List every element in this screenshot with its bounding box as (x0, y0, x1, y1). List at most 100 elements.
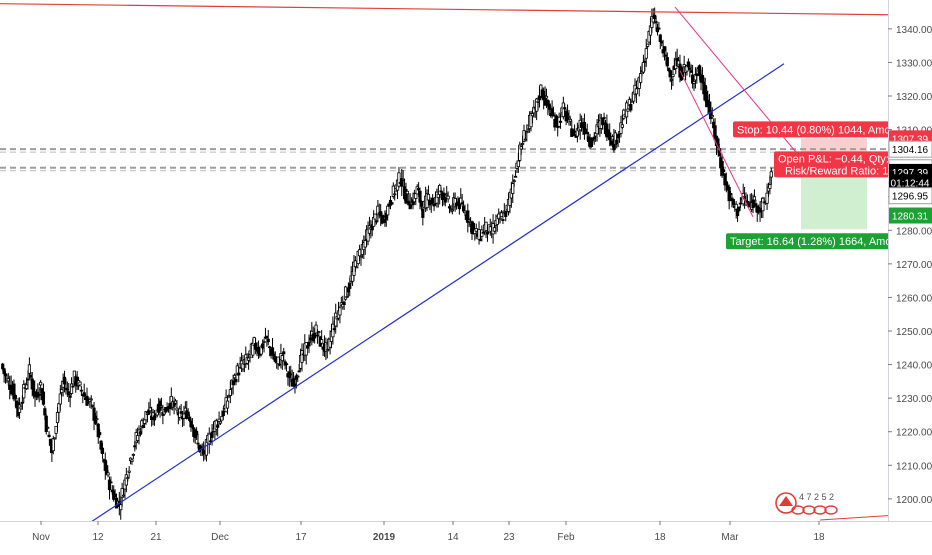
price-tag-label: 1297.39 (892, 168, 929, 179)
candle-body (665, 57, 669, 67)
candle-body (386, 205, 390, 216)
candle-body (13, 394, 17, 400)
time-tick-label: Dec (211, 532, 229, 543)
candle-body (20, 401, 24, 404)
candle-body (639, 73, 643, 83)
candle-body (688, 67, 692, 70)
candle-body (728, 193, 733, 195)
candle-body (530, 113, 535, 117)
candle-body (516, 160, 520, 168)
candle-body (6, 378, 10, 382)
candle-body (186, 411, 190, 416)
candle-body (218, 421, 223, 424)
candle-body (265, 335, 269, 339)
candle-body (745, 200, 750, 204)
candle-body (536, 100, 540, 103)
candle-body (658, 34, 662, 42)
candle-body (567, 115, 571, 118)
price-tag-label: 01:12:44 (891, 178, 930, 189)
pnl-label: Open P&L: −0.44, Qty: 2 (778, 153, 898, 165)
price-tick-label: 1220.00 (896, 428, 932, 439)
candle-body (343, 286, 348, 300)
candle-body (426, 193, 431, 201)
candle-body (481, 231, 485, 234)
time-tick-label: 18 (654, 532, 666, 543)
time-tick-label: 14 (447, 532, 459, 543)
candle-body (332, 328, 336, 331)
candle-body (417, 188, 421, 191)
candle-body (525, 131, 529, 134)
candle-body (373, 213, 377, 220)
candle-body (113, 493, 117, 498)
candle-body (37, 393, 41, 396)
candle-body (89, 398, 93, 401)
candle-body (601, 118, 605, 126)
trend-line (91, 63, 785, 521)
candle-body (300, 350, 304, 363)
candle-body (695, 73, 699, 77)
candle-body (130, 459, 134, 462)
candle-body (261, 343, 265, 349)
price-tick-label: 1230.00 (896, 394, 932, 405)
candle-body (363, 240, 367, 248)
candle-body (231, 380, 235, 386)
candle-body (338, 307, 342, 316)
channel-lower-line (679, 70, 754, 218)
price-tag-label: 1280.31 (892, 212, 929, 223)
candle-body (731, 199, 735, 205)
candle-body (629, 104, 633, 111)
time-tick-label: 17 (295, 532, 307, 543)
price-tick-label: 1340.00 (896, 25, 932, 36)
candle-body (421, 208, 425, 218)
time-tick-label: Feb (557, 532, 575, 543)
time-tick-label: Mar (721, 532, 739, 543)
candle-body (27, 364, 31, 374)
candle-body (485, 231, 490, 235)
price-tag-label: 1307.39 (892, 134, 929, 145)
risk-reward-label: Risk/Reward Ratio: 1.59 (785, 165, 904, 177)
price-tag-label: 1304.16 (892, 145, 929, 156)
badge-icon[interactable]: 4 7 2 5 2 (775, 492, 838, 515)
candle-body (761, 197, 765, 212)
candle-body (563, 107, 567, 110)
candle-body (442, 192, 446, 198)
candle-body (374, 220, 379, 223)
price-tick-label: 1200.00 (896, 495, 932, 506)
candle-body (91, 404, 95, 407)
candle-body (446, 195, 450, 200)
candle-body (69, 383, 74, 394)
candle-body (159, 405, 164, 408)
candle-body (331, 323, 335, 338)
candle-body (43, 408, 47, 416)
candle-body (187, 416, 192, 421)
candle-body (657, 27, 661, 30)
candle-body (466, 210, 470, 223)
candle-body (195, 430, 199, 436)
candle-body (109, 481, 113, 484)
candle-body (720, 160, 724, 176)
price-tag-box (888, 187, 932, 205)
candle-body (141, 424, 145, 429)
candle-body (499, 212, 504, 218)
candle-body (126, 477, 130, 480)
candle-body (98, 432, 102, 436)
candle-body (432, 203, 436, 207)
price-tick-label: 1330.00 (896, 58, 932, 69)
price-axis (888, 0, 932, 550)
candle-body (752, 196, 757, 201)
candle-body (653, 14, 657, 20)
candle-body (3, 373, 8, 377)
candle-body (82, 392, 86, 397)
candle-body (511, 183, 515, 194)
price-tag-box (889, 207, 932, 224)
candle-body (544, 95, 549, 99)
candle-body (95, 418, 99, 421)
candle-body (381, 215, 386, 218)
candle-body (765, 192, 769, 204)
candle-body (724, 181, 728, 186)
candle-body (277, 363, 282, 366)
candle-body (308, 337, 313, 341)
candle-body (572, 130, 577, 133)
candle-body (296, 375, 300, 378)
candle-body (461, 206, 466, 212)
